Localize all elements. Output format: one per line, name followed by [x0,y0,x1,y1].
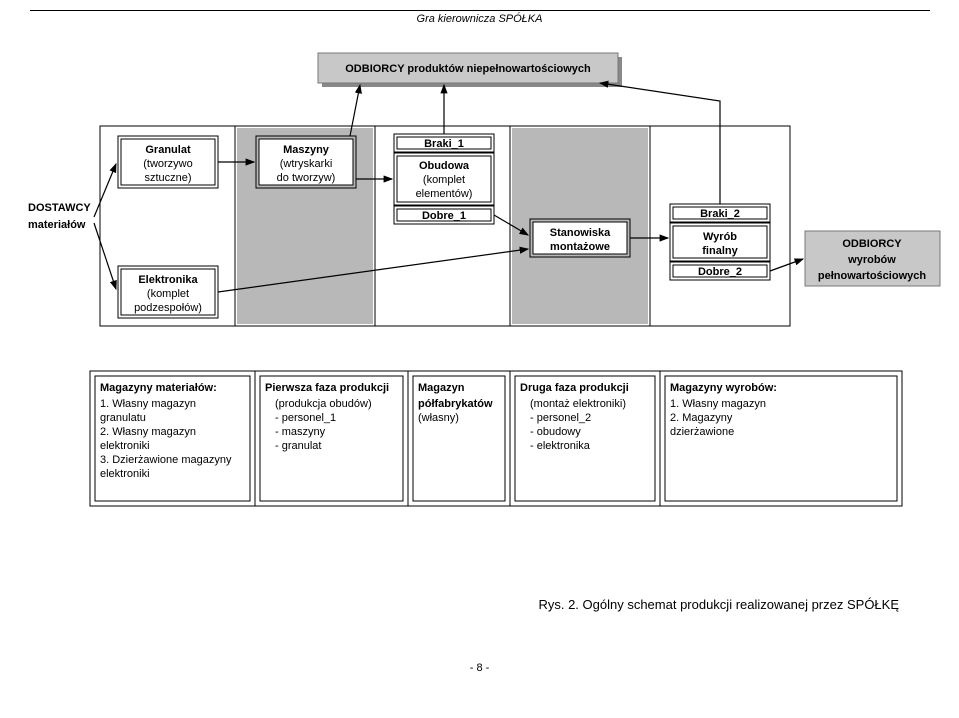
svg-text:1. Własny magazyn: 1. Własny magazyn [100,398,196,410]
svg-text:Pierwsza faza produkcji: Pierwsza faza produkcji [265,382,389,394]
right-l2: wyrobów [847,254,896,266]
row2-col5: Magazyny wyrobów: 1. Własny magazyn 2. M… [670,382,777,438]
row2-col4: Druga faza produkcji (montaż elektroniki… [520,382,629,452]
svg-text:półfabrykatów: półfabrykatów [418,398,493,410]
svg-text:Obudowa: Obudowa [419,160,470,172]
svg-text:do tworzyw): do tworzyw) [277,172,336,184]
svg-text:3. Dzierżawione magazyny: 3. Dzierżawione magazyny [100,454,232,466]
svg-text:Dobre_2: Dobre_2 [698,266,742,278]
dostawcy-label-2: materiałów [28,219,86,231]
svg-text:1. Własny magazyn: 1. Własny magazyn [670,398,766,410]
dostawcy-label-1: DOSTAWCY [28,202,91,214]
svg-text:(tworzywo: (tworzywo [143,158,193,170]
svg-text:finalny: finalny [702,245,738,257]
box-dobre2: Dobre_2 [670,262,770,280]
box-maszyny: Maszyny (wtryskarki do tworzyw) [256,136,356,188]
header-rule [30,10,930,11]
box-wyrob: Wyrób finalny [670,223,770,261]
svg-text:- personel_1: - personel_1 [275,412,336,424]
svg-text:(komplet: (komplet [423,174,465,186]
svg-text:montażowe: montażowe [550,241,610,253]
svg-text:elektroniki: elektroniki [100,468,150,480]
svg-text:Druga faza produkcji: Druga faza produkcji [520,382,629,394]
svg-text:2. Własny magazyn: 2. Własny magazyn [100,426,196,438]
svg-text:Magazyn: Magazyn [418,382,465,394]
row2-col3: Magazyn półfabrykatów (własny) [418,382,493,424]
svg-text:Magazyny materiałów:: Magazyny materiałów: [100,382,217,394]
row2-col1: Magazyny materiałów: 1. Własny magazyn g… [100,382,232,480]
svg-text:Dobre_1: Dobre_1 [422,210,466,222]
svg-text:- personel_2: - personel_2 [530,412,591,424]
svg-text:(własny): (własny) [418,412,459,424]
box-dobre1: Dobre_1 [394,206,494,224]
box-obudowa: Obudowa (komplet elementów) [394,153,494,205]
svg-text:Magazyny wyrobów:: Magazyny wyrobów: [670,382,777,394]
arrow-dobre2-odbiorcy [770,259,803,271]
box-braki2: Braki_2 [670,204,770,222]
right-odbiorcy-box: ODBIORCY wyrobów pełnowartościowych [805,231,940,286]
top-header-text: ODBIORCY produktów niepełnowartościowych [345,63,591,75]
svg-text:dzierżawione: dzierżawione [670,426,734,438]
svg-text:Stanowiska: Stanowiska [550,227,611,239]
arrow-dostawcy-granulat [94,164,116,217]
svg-text:Elektronika: Elektronika [138,274,198,286]
diagram-svg: ODBIORCY produktów niepełnowartościowych… [0,31,959,571]
svg-text:elektroniki: elektroniki [100,440,150,452]
svg-text:(produkcja obudów): (produkcja obudów) [275,398,372,410]
svg-text:Braki_2: Braki_2 [700,208,740,220]
svg-text:Braki_1: Braki_1 [424,138,464,150]
box-stanowiska: Stanowiska montażowe [530,219,630,257]
svg-text:Granulat: Granulat [145,144,191,156]
top-header-box: ODBIORCY produktów niepełnowartościowych [318,53,622,87]
box-granulat: Granulat (tworzywo sztuczne) [118,136,218,188]
box-braki1: Braki_1 [394,134,494,152]
svg-text:(montaż elektroniki): (montaż elektroniki) [530,398,626,410]
figure-caption: Rys. 2. Ogólny schemat produkcji realizo… [0,597,959,612]
svg-text:- maszyny: - maszyny [275,426,326,438]
header-text: Gra kierownicza SPÓŁKA [0,13,959,25]
svg-text:elementów): elementów) [416,188,473,200]
right-l3: pełnowartościowych [818,270,926,282]
svg-text:sztuczne): sztuczne) [144,172,191,184]
box-elektronika: Elektronika (komplet podzespołów) [118,266,218,318]
svg-text:podzespołów): podzespołów) [134,302,202,314]
row2-col2: Pierwsza faza produkcji (produkcja obudó… [265,382,389,452]
svg-text:granulatu: granulatu [100,412,146,424]
svg-text:- obudowy: - obudowy [530,426,581,438]
svg-text:2. Magazyny: 2. Magazyny [670,412,733,424]
right-l1: ODBIORCY [842,238,902,250]
svg-text:- elektronika: - elektronika [530,440,591,452]
svg-text:(wtryskarki: (wtryskarki [280,158,333,170]
page-root: Gra kierownicza SPÓŁKA ODBIORCY produktó… [0,10,959,718]
svg-text:- granulat: - granulat [275,440,321,452]
svg-text:(komplet: (komplet [147,288,189,300]
arrow-dostawcy-elektronika [94,223,116,289]
svg-text:Wyrób: Wyrób [703,231,737,243]
svg-text:Maszyny: Maszyny [283,144,330,156]
page-number: - 8 - [0,662,959,674]
